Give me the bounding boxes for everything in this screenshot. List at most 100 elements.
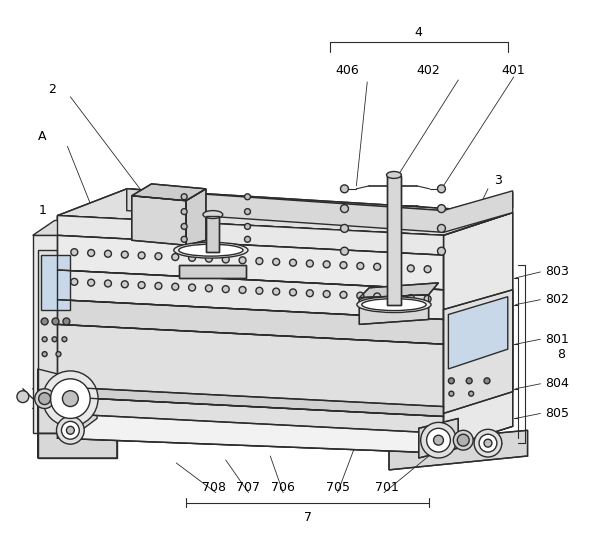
Circle shape (340, 292, 347, 299)
Circle shape (244, 224, 251, 230)
Polygon shape (179, 265, 245, 278)
Circle shape (438, 247, 445, 255)
Circle shape (424, 266, 431, 273)
Text: 706: 706 (271, 481, 295, 494)
Circle shape (88, 249, 94, 256)
Circle shape (222, 286, 229, 293)
Polygon shape (127, 189, 513, 225)
Circle shape (438, 225, 445, 232)
Circle shape (407, 295, 414, 302)
Circle shape (407, 265, 414, 272)
Text: 401: 401 (502, 64, 526, 77)
Circle shape (468, 391, 474, 396)
Polygon shape (127, 189, 513, 232)
Polygon shape (448, 297, 508, 369)
Ellipse shape (174, 242, 248, 258)
Circle shape (71, 249, 78, 256)
Text: 705: 705 (326, 481, 349, 494)
Circle shape (39, 393, 51, 404)
Circle shape (340, 205, 349, 212)
Circle shape (427, 429, 450, 452)
Ellipse shape (179, 244, 243, 256)
Text: 708: 708 (202, 481, 226, 494)
Polygon shape (132, 184, 206, 201)
Ellipse shape (386, 172, 401, 179)
Polygon shape (444, 212, 513, 448)
Circle shape (138, 252, 145, 259)
Circle shape (323, 261, 330, 268)
Circle shape (466, 378, 472, 384)
Polygon shape (186, 189, 206, 245)
Polygon shape (57, 235, 444, 290)
Circle shape (306, 290, 313, 297)
Circle shape (61, 422, 79, 439)
Circle shape (62, 337, 67, 342)
Circle shape (340, 262, 347, 269)
Circle shape (340, 185, 349, 193)
Circle shape (56, 351, 61, 356)
Circle shape (239, 257, 246, 264)
Circle shape (391, 264, 398, 271)
Text: 5: 5 (34, 342, 42, 356)
Polygon shape (77, 220, 97, 433)
Circle shape (181, 224, 187, 230)
Polygon shape (387, 176, 401, 304)
Circle shape (421, 422, 456, 458)
Polygon shape (57, 216, 444, 255)
Polygon shape (132, 196, 186, 245)
Circle shape (205, 255, 212, 262)
Text: 801: 801 (545, 333, 569, 346)
Text: 804: 804 (545, 377, 569, 390)
Text: 803: 803 (545, 265, 569, 278)
Circle shape (189, 284, 195, 291)
Circle shape (155, 282, 162, 289)
Circle shape (306, 260, 313, 267)
Circle shape (244, 236, 251, 242)
Text: 2: 2 (48, 83, 57, 96)
Polygon shape (57, 270, 444, 319)
Circle shape (104, 250, 112, 257)
Circle shape (122, 281, 128, 288)
Circle shape (181, 194, 187, 200)
Text: 802: 802 (545, 293, 569, 306)
Circle shape (35, 389, 54, 409)
Circle shape (256, 287, 263, 294)
Polygon shape (359, 283, 438, 297)
Polygon shape (389, 430, 527, 470)
Text: 402: 402 (417, 64, 441, 77)
Circle shape (122, 251, 128, 258)
Circle shape (239, 287, 246, 293)
Circle shape (42, 351, 47, 356)
Text: 4: 4 (415, 26, 422, 39)
Ellipse shape (203, 211, 223, 218)
Circle shape (17, 391, 29, 402)
Text: 8: 8 (557, 348, 565, 361)
Circle shape (357, 292, 364, 299)
Circle shape (181, 209, 187, 215)
Circle shape (438, 185, 445, 193)
Circle shape (57, 416, 84, 444)
Circle shape (52, 318, 59, 325)
Circle shape (273, 258, 280, 265)
Circle shape (449, 391, 454, 396)
Circle shape (434, 435, 444, 445)
Polygon shape (41, 255, 70, 310)
Circle shape (373, 293, 381, 300)
Circle shape (357, 263, 364, 270)
Text: 7: 7 (304, 511, 312, 524)
Circle shape (323, 291, 330, 297)
Circle shape (373, 263, 381, 270)
Text: 707: 707 (237, 481, 261, 494)
Circle shape (273, 288, 280, 295)
Polygon shape (419, 418, 458, 458)
Circle shape (479, 434, 497, 452)
Text: 3: 3 (494, 174, 502, 187)
Polygon shape (38, 426, 117, 458)
Circle shape (67, 426, 74, 434)
Polygon shape (206, 216, 219, 252)
Text: 6: 6 (34, 372, 42, 385)
Circle shape (290, 259, 297, 266)
Circle shape (155, 253, 162, 259)
Polygon shape (57, 324, 444, 409)
Circle shape (63, 391, 78, 407)
